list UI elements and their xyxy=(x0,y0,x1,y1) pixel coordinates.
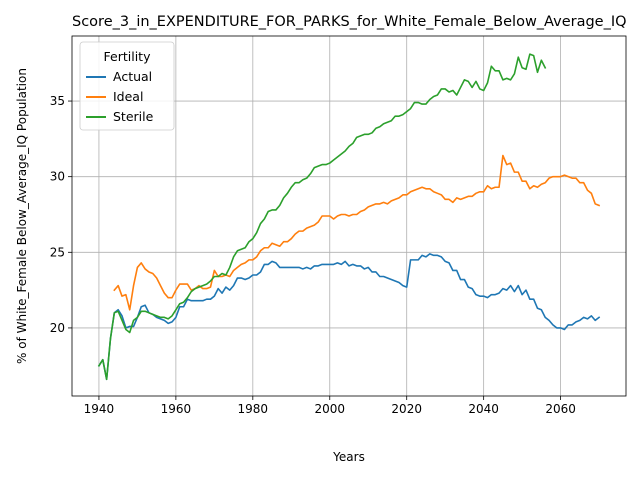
x-tick-label: 2000 xyxy=(314,402,345,416)
y-axis-label: % of White_Female Below_Average_IQ Popul… xyxy=(15,68,29,364)
y-tick-label: 25 xyxy=(50,245,65,259)
series-lines xyxy=(97,53,601,381)
grid xyxy=(72,36,626,396)
legend-label-actual: Actual xyxy=(113,69,152,84)
x-tick-label: 1960 xyxy=(161,402,192,416)
x-tick-label: 2020 xyxy=(391,402,422,416)
legend-label-ideal: Ideal xyxy=(113,89,143,104)
axis-ticks: 1940 1960 1980 2000 2020 2040 2060 20 25 30 35 xyxy=(50,94,576,416)
y-tick-label: 30 xyxy=(50,170,65,184)
series-line-actual xyxy=(97,253,601,381)
plot-frame xyxy=(71,35,627,397)
x-tick-label: 1980 xyxy=(238,402,269,416)
y-tick-label: 35 xyxy=(50,94,65,108)
legend-label-sterile: Sterile xyxy=(113,109,154,124)
chart-title: Score_3_in_EXPENDITURE_FOR_PARKS_for_Whi… xyxy=(72,14,627,30)
y-tick-label: 20 xyxy=(50,321,65,335)
x-axis-label: Years xyxy=(332,450,365,464)
legend-title: Fertility xyxy=(104,49,152,64)
x-tick-label: 2040 xyxy=(468,402,499,416)
x-tick-label: 1940 xyxy=(84,402,115,416)
x-tick-label: 2060 xyxy=(545,402,576,416)
legend: Fertility Actual Ideal Sterile xyxy=(79,41,175,131)
series-line-sterile xyxy=(97,53,547,381)
legend-box xyxy=(79,41,175,131)
